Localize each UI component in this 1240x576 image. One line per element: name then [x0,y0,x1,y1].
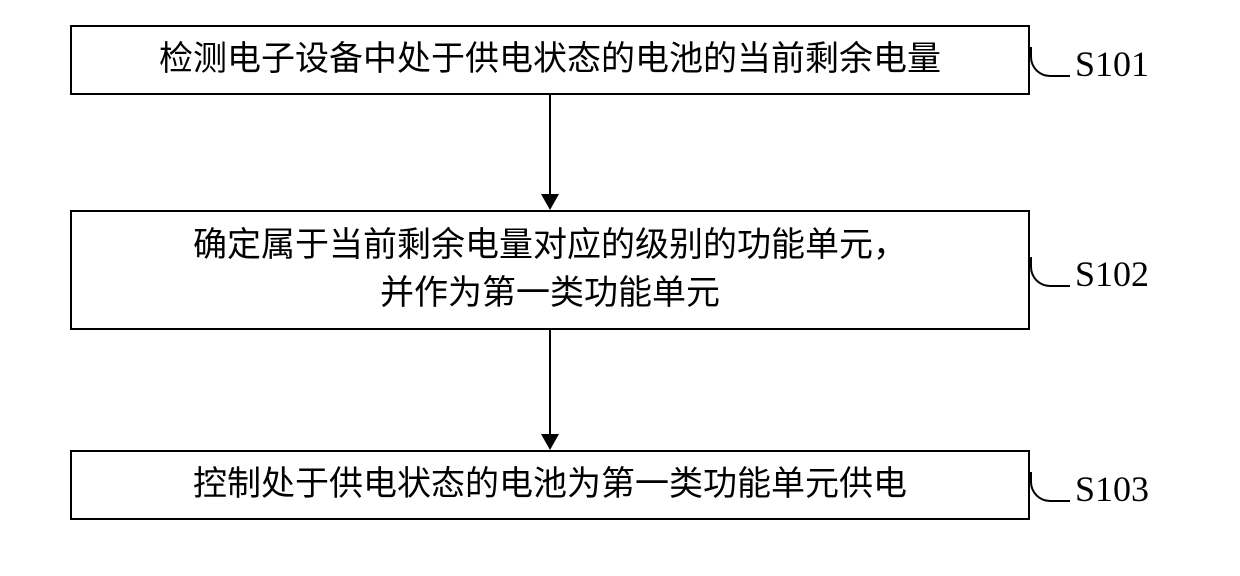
step-s102-label: S102 [1075,253,1149,295]
step-s103-label: S103 [1075,468,1149,510]
connector-curve-s101 [1030,47,1070,77]
step-s103-text: 控制处于供电状态的电池为第一类功能单元供电 [193,461,907,509]
arrow-s101-s102-line [549,95,551,194]
connector-curve-s102 [1030,257,1070,287]
step-s101-label: S101 [1075,43,1149,85]
step-s102-text: 确定属于当前剩余电量对应的级别的功能单元， 并作为第一类功能单元 [193,222,907,317]
step-s103-box: 控制处于供电状态的电池为第一类功能单元供电 [70,450,1030,520]
step-s102-box: 确定属于当前剩余电量对应的级别的功能单元， 并作为第一类功能单元 [70,210,1030,330]
arrow-s101-s102-head [541,194,559,210]
connector-curve-s103 [1030,472,1070,502]
step-s101-box: 检测电子设备中处于供电状态的电池的当前剩余电量 [70,25,1030,95]
step-s101-text: 检测电子设备中处于供电状态的电池的当前剩余电量 [159,36,941,84]
arrow-s102-s103-line [549,330,551,434]
arrow-s102-s103-head [541,434,559,450]
